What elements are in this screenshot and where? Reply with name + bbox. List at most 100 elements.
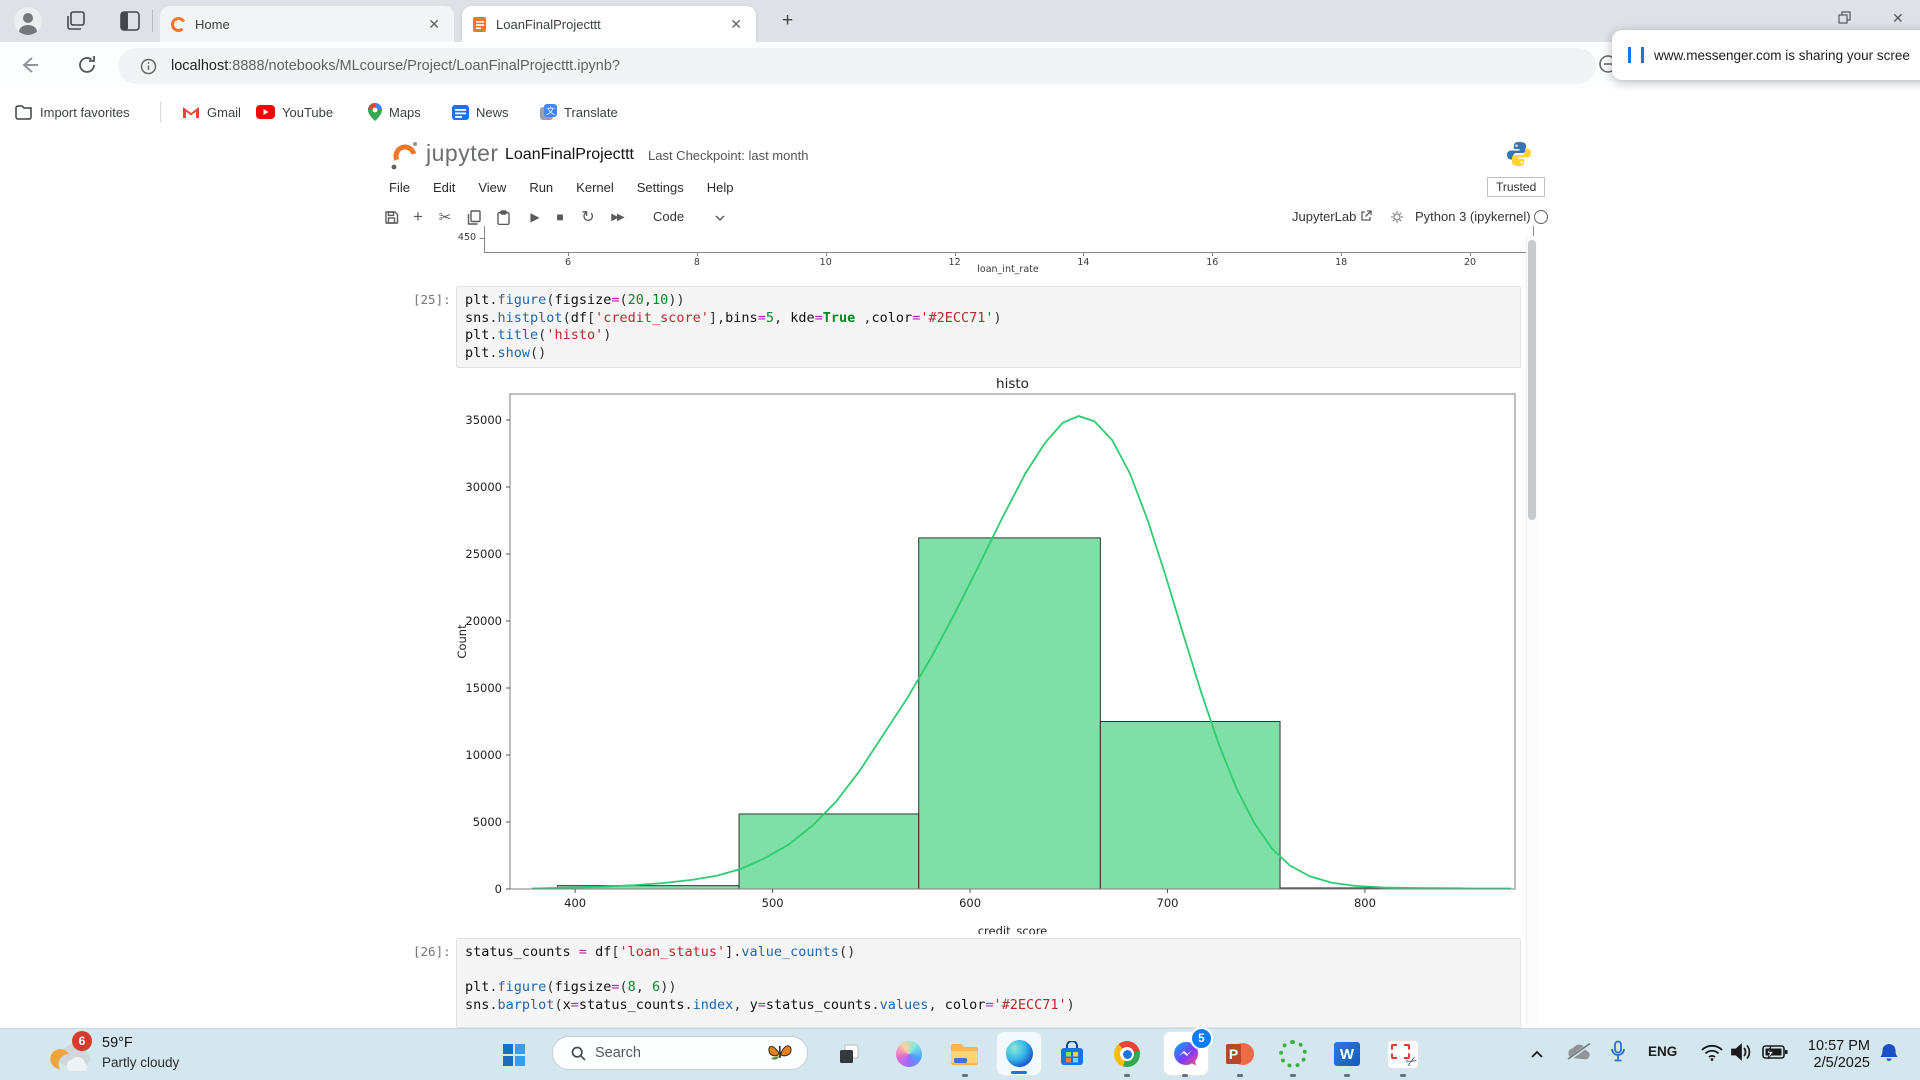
menu-kernel[interactable]: Kernel	[576, 180, 614, 195]
chevron-down-icon[interactable]	[714, 214, 726, 222]
copy-cells-button[interactable]	[463, 206, 485, 228]
partial-x-tick-mark	[1212, 252, 1213, 256]
code-line: status_counts = df['loan_status'].value_…	[465, 944, 1512, 962]
site-info-icon[interactable]	[140, 58, 157, 75]
messenger-button[interactable]: 5	[1163, 1031, 1209, 1076]
running-dot-chrome	[1124, 1074, 1130, 1077]
address-bar[interactable]: localhost:8888/notebooks/MLcourse/Projec…	[118, 48, 1596, 84]
open-in-jupyterlab-link[interactable]: JupyterLab	[1292, 209, 1356, 224]
notebook-scrollbar-thumb[interactable]	[1528, 240, 1536, 520]
partial-x-tick-label: 14	[1077, 257, 1089, 268]
cell26-input[interactable]: status_counts = df['loan_status'].value_…	[456, 938, 1521, 1028]
cell25-input[interactable]: plt.figure(figsize=(20,10))sns.histplot(…	[456, 286, 1521, 368]
notification-bell-icon[interactable]	[1878, 1042, 1900, 1069]
screen: Home ✕ LoanFinalProjecttt ✕ + ✕ localhos…	[0, 0, 1920, 1080]
add-cell-button[interactable]: +	[407, 206, 429, 228]
notebook-scrollbar[interactable]	[1526, 236, 1537, 1024]
code-line	[465, 962, 1512, 980]
tab-home-close-icon[interactable]: ✕	[424, 15, 444, 33]
copilot-button[interactable]	[887, 1034, 931, 1074]
save-button[interactable]	[380, 206, 402, 228]
microsoft-store-button[interactable]	[1050, 1034, 1094, 1074]
external-link-icon[interactable]	[1360, 210, 1372, 222]
volume-icon[interactable]	[1730, 1042, 1752, 1067]
window-restore-button[interactable]	[1838, 11, 1851, 27]
file-explorer-icon	[950, 1041, 980, 1067]
refresh-icon[interactable]	[76, 54, 98, 81]
trusted-button[interactable]: Trusted	[1487, 177, 1545, 197]
tab-home[interactable]: Home ✕	[160, 6, 454, 42]
import-favorites-label: Import favorites	[40, 105, 130, 120]
screen-share-banner[interactable]: www.messenger.com is sharing your scree	[1612, 30, 1920, 80]
running-dot-powerpoint	[1237, 1074, 1243, 1077]
weather-badge: 6	[72, 1031, 92, 1051]
battery-charging-icon[interactable]	[1760, 1044, 1788, 1065]
menu-settings[interactable]: Settings	[637, 180, 684, 195]
running-dot-snip	[1400, 1074, 1406, 1077]
menu-edit[interactable]: Edit	[433, 180, 455, 195]
favorite-translate[interactable]: 文 Translate	[540, 90, 618, 134]
back-icon[interactable]	[18, 53, 42, 82]
tab-notebook[interactable]: LoanFinalProjecttt ✕	[462, 6, 756, 42]
menu-help[interactable]: Help	[707, 180, 734, 195]
y-tick-label: 5000	[473, 815, 502, 829]
favorite-youtube[interactable]: YouTube	[256, 90, 333, 134]
kernel-settings-gear-icon[interactable]	[1390, 210, 1404, 224]
running-dot-word	[1344, 1074, 1350, 1077]
code-line: plt.figure(figsize=(20,10))	[465, 292, 1512, 310]
cell26-prompt: [26]:	[413, 944, 451, 959]
tray-chevron-up-icon[interactable]	[1530, 1046, 1544, 1064]
green-ring-app-button[interactable]	[1271, 1034, 1315, 1074]
taskbar-clock[interactable]: 10:57 PM 2/5/2025	[1796, 1038, 1870, 1072]
messenger-badge: 5	[1190, 1027, 1213, 1050]
stop-kernel-button[interactable]: ■	[549, 206, 571, 228]
vertical-tabs-icon[interactable]	[118, 9, 142, 38]
cut-cells-button[interactable]: ✂	[434, 206, 456, 228]
chart-ylabel: Count	[455, 624, 469, 659]
new-tab-button[interactable]: +	[782, 10, 793, 32]
jupyter-menubar-items: File Edit View Run Kernel Settings Help	[389, 180, 756, 195]
language-indicator[interactable]: ENG	[1648, 1044, 1677, 1059]
weather-widget[interactable]: 6 59°F Partly cloudy	[50, 1033, 280, 1077]
favorite-news[interactable]: News	[452, 90, 509, 134]
favorite-gmail[interactable]: Gmail	[182, 90, 241, 134]
menu-run[interactable]: Run	[529, 180, 553, 195]
menu-file[interactable]: File	[389, 180, 410, 195]
onedrive-paused-icon[interactable]	[1566, 1042, 1592, 1067]
edge-button[interactable]	[996, 1031, 1042, 1076]
microphone-tray-icon[interactable]	[1609, 1040, 1627, 1069]
restart-kernel-button[interactable]: ↻	[577, 206, 599, 228]
wifi-icon[interactable]	[1700, 1042, 1724, 1067]
taskbar-search[interactable]: Search	[552, 1036, 808, 1070]
cell-type-dropdown[interactable]: Code	[653, 209, 684, 224]
url-text[interactable]: localhost:8888/notebooks/MLcourse/Projec…	[171, 58, 620, 74]
snipping-tool-button[interactable]: ✂	[1381, 1034, 1425, 1074]
restart-run-all-button[interactable]: ▶▶	[606, 206, 628, 228]
pause-sharing-icon[interactable]	[1628, 47, 1644, 63]
chart-title: histo	[996, 376, 1029, 392]
person-icon	[14, 7, 42, 35]
kernel-name[interactable]: Python 3 (ipykernel)	[1415, 209, 1531, 224]
browser-profile-avatar[interactable]	[14, 7, 42, 35]
chrome-button[interactable]	[1105, 1034, 1149, 1074]
notebook-title[interactable]: LoanFinalProjecttt	[505, 146, 634, 164]
histogram-figure: 4005006007008000500010000150002000025000…	[420, 374, 1560, 934]
run-cell-button[interactable]: ▶	[524, 206, 546, 228]
clock-time: 10:57 PM	[1796, 1038, 1870, 1055]
y-tick-label: 35000	[465, 413, 502, 427]
favorite-maps[interactable]: Maps	[368, 90, 421, 134]
code-line: sns.histplot(df['credit_score'],bins=5, …	[465, 310, 1512, 328]
start-button[interactable]	[492, 1035, 536, 1075]
partial-x-tick-label: 16	[1206, 257, 1218, 268]
paste-cells-button[interactable]	[492, 206, 514, 228]
window-close-button[interactable]: ✕	[1892, 10, 1904, 27]
task-view-button[interactable]	[827, 1034, 871, 1074]
workspaces-icon[interactable]	[64, 9, 88, 38]
menu-view[interactable]: View	[478, 180, 506, 195]
tab-notebook-close-icon[interactable]: ✕	[726, 15, 746, 33]
file-explorer-button[interactable]	[943, 1034, 987, 1074]
powerpoint-button[interactable]: P	[1218, 1034, 1262, 1074]
import-favorites-button[interactable]: Import favorites	[15, 90, 130, 134]
word-button[interactable]: W	[1325, 1034, 1369, 1074]
running-dot-messenger	[1182, 1074, 1188, 1077]
